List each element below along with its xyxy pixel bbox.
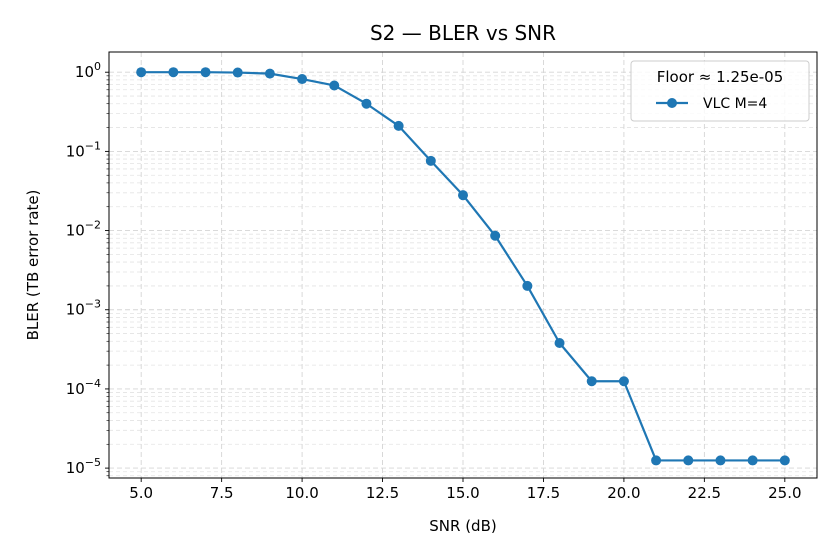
data-point	[393, 120, 404, 131]
y-tick-label: 10−4	[66, 377, 101, 398]
x-tick-label: 10.0	[285, 484, 318, 502]
data-point	[136, 67, 147, 78]
y-tick-label: 10−2	[66, 219, 101, 240]
y-tick-label: 100	[75, 60, 101, 81]
legend-title: Floor ≈ 1.25e-05	[657, 68, 784, 86]
y-axis-label: BLER (TB error rate)	[24, 190, 42, 341]
data-point	[683, 455, 694, 466]
x-tick-label: 7.5	[210, 484, 234, 502]
y-tick-label: 10−3	[66, 298, 101, 319]
y-tick-label: 10−5	[66, 456, 101, 477]
x-tick-label: 12.5	[366, 484, 399, 502]
x-tick-label: 17.5	[527, 484, 560, 502]
x-tick-label: 20.0	[607, 484, 640, 502]
series-layer	[136, 67, 790, 466]
legend-marker-swatch	[667, 98, 677, 108]
y-tick-label: 10−1	[66, 139, 101, 160]
legend-entry-label: VLC M=4	[703, 96, 767, 112]
data-point	[490, 230, 501, 241]
data-point	[554, 338, 565, 349]
x-tick-label: 22.5	[688, 484, 721, 502]
x-tick-label: 15.0	[446, 484, 479, 502]
data-point	[425, 155, 436, 166]
grid-layer	[109, 52, 817, 478]
data-point	[168, 67, 179, 78]
data-point	[522, 280, 533, 291]
data-point	[458, 190, 468, 201]
x-tick-label: 25.0	[768, 484, 801, 502]
x-tick-label: 5.0	[129, 484, 153, 502]
x-axis-label: SNR (dB)	[429, 517, 496, 535]
data-point	[618, 376, 629, 387]
tick-layer: 100 10−1 10−2 10−3 10−4 10−5 5.0 7.5 10.0 12.5 15.…	[66, 60, 802, 502]
data-point	[779, 455, 790, 466]
data-point	[264, 68, 275, 79]
data-point	[200, 67, 211, 78]
chart-title: S2 — BLER vs SNR	[370, 21, 556, 45]
data-point	[232, 67, 243, 78]
data-point	[715, 455, 726, 466]
legend: Floor ≈ 1.25e-05 VLC M=4	[630, 60, 810, 122]
data-point	[361, 98, 372, 109]
data-point	[297, 74, 308, 85]
data-point	[329, 80, 340, 91]
data-point	[586, 376, 597, 387]
data-point	[651, 455, 662, 466]
data-point	[747, 455, 758, 466]
